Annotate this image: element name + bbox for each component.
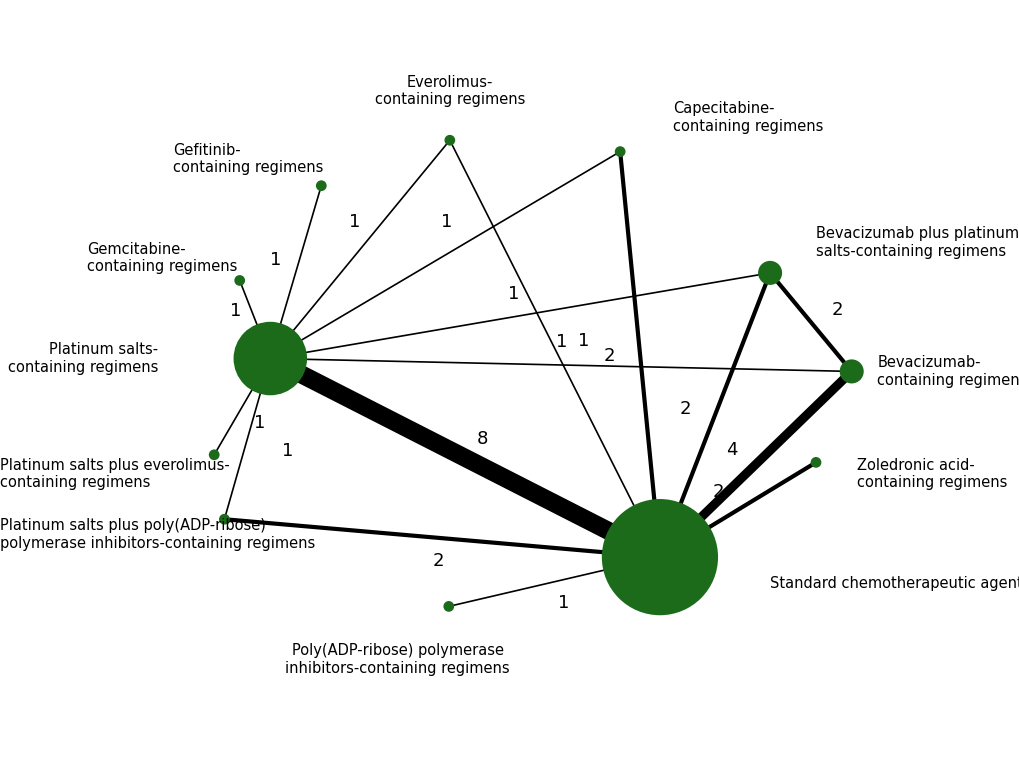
Point — [441, 134, 458, 146]
Point — [313, 180, 329, 192]
Text: 1: 1 — [555, 334, 567, 351]
Text: Gemcitabine-
containing regimens: Gemcitabine- containing regimens — [87, 242, 236, 274]
Text: 2: 2 — [712, 483, 723, 501]
Text: 1: 1 — [230, 302, 242, 320]
Point — [231, 274, 248, 287]
Point — [206, 449, 222, 461]
Point — [807, 456, 823, 468]
Text: Platinum salts plus poly(ADP-ribose)
polymerase inhibitors-containing regimens: Platinum salts plus poly(ADP-ribose) pol… — [0, 518, 315, 550]
Text: Poly(ADP-ribose) polymerase
inhibitors-containing regimens: Poly(ADP-ribose) polymerase inhibitors-c… — [285, 644, 510, 675]
Point — [262, 352, 278, 365]
Text: Platinum salts-
containing regimens: Platinum salts- containing regimens — [8, 343, 158, 374]
Text: 2: 2 — [830, 301, 842, 319]
Text: Standard chemotherapeutic agents: Standard chemotherapeutic agents — [769, 576, 1019, 591]
Text: 1: 1 — [254, 415, 266, 432]
Point — [440, 600, 457, 612]
Text: 1: 1 — [507, 284, 519, 302]
Text: 2: 2 — [432, 552, 444, 570]
Text: Bevacizumab plus platinum
salts-containing regimens: Bevacizumab plus platinum salts-containi… — [815, 227, 1018, 258]
Text: 2: 2 — [603, 347, 614, 365]
Text: Bevacizumab-
containing regimens: Bevacizumab- containing regimens — [876, 356, 1019, 387]
Text: 1: 1 — [557, 594, 569, 612]
Text: 1: 1 — [440, 213, 451, 231]
Text: 1: 1 — [281, 442, 292, 460]
Text: Zoledronic acid-
containing regimens: Zoledronic acid- containing regimens — [856, 458, 1006, 490]
Point — [843, 365, 859, 377]
Text: 1: 1 — [270, 251, 281, 268]
Text: 2: 2 — [680, 399, 691, 418]
Point — [651, 551, 667, 563]
Text: Platinum salts plus everolimus-
containing regimens: Platinum salts plus everolimus- containi… — [0, 458, 229, 490]
Text: Everolimus-
containing regimens: Everolimus- containing regimens — [374, 75, 525, 107]
Text: 4: 4 — [726, 441, 737, 459]
Text: Gefitinib-
containing regimens: Gefitinib- containing regimens — [173, 143, 323, 175]
Text: 1: 1 — [348, 213, 360, 231]
Text: 1: 1 — [578, 332, 589, 349]
Text: 8: 8 — [476, 430, 488, 448]
Text: Capecitabine-
containing regimens: Capecitabine- containing regimens — [673, 102, 822, 133]
Point — [216, 513, 232, 525]
Point — [761, 267, 777, 279]
Point — [611, 146, 628, 158]
